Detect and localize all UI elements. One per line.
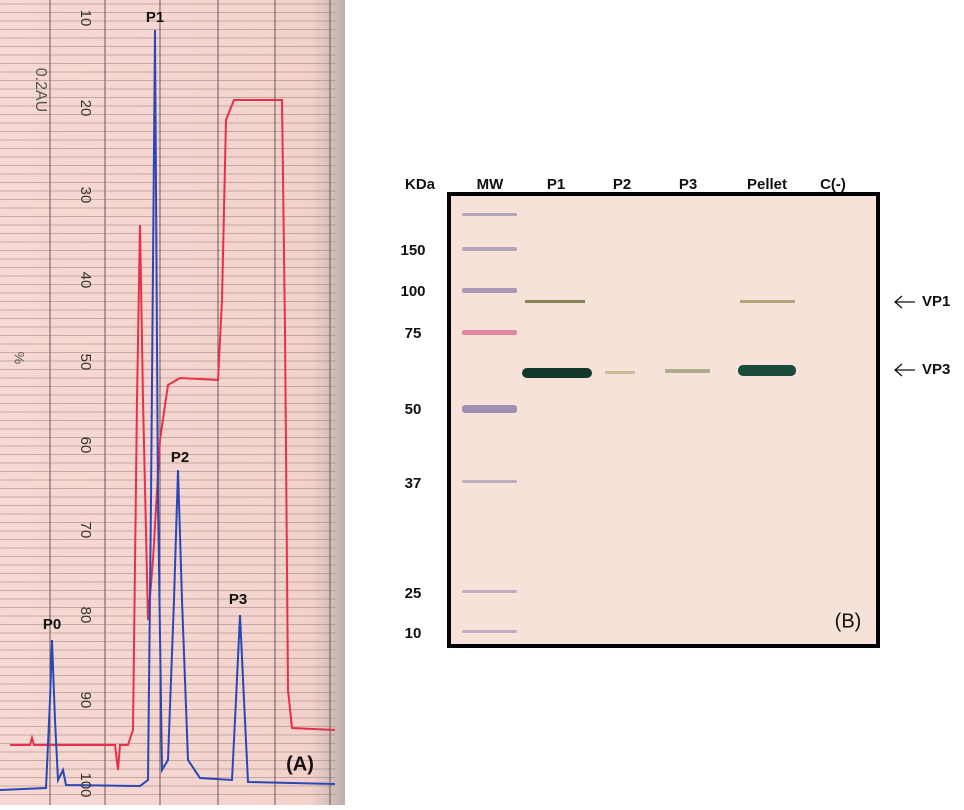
scale-label: 100 — [77, 772, 94, 797]
unit-label: % — [11, 352, 27, 364]
scale-label: 10 — [77, 10, 94, 27]
lane-label: C(-) — [820, 176, 846, 193]
scale-label: 70 — [77, 522, 94, 539]
scale-label: 20 — [77, 100, 94, 117]
peak-label: P0 — [43, 616, 61, 633]
vp1-band — [740, 300, 795, 303]
marker-label: 10 — [405, 625, 422, 642]
peak-label: P2 — [171, 449, 189, 466]
vp1-band — [525, 300, 585, 303]
lane-label: P1 — [547, 176, 565, 193]
band-label: VP3 — [922, 361, 950, 378]
scale-label: 40 — [77, 272, 94, 289]
lane-label: P2 — [613, 176, 631, 193]
band-label: VP1 — [922, 293, 950, 310]
vp3-band — [605, 371, 635, 374]
marker-label: 37 — [405, 475, 422, 492]
chromatogram-panel: 0.2AU % (A) 10 20 30 40 50 60 70 80 90 100 P0 P1 P2 P… — [0, 0, 345, 805]
vp3-band — [665, 369, 710, 373]
size-unit: KDa — [405, 176, 436, 193]
panel-label: (A) — [286, 753, 314, 775]
paper-grid — [0, 0, 335, 805]
scale-label: 30 — [77, 187, 94, 204]
marker-label: 75 — [405, 325, 422, 342]
scale-label: 90 — [77, 692, 94, 709]
vp3-band — [522, 368, 592, 378]
marker-label: 25 — [405, 585, 422, 602]
scale-label: 60 — [77, 437, 94, 454]
vp3-band — [738, 365, 796, 376]
ladder — [462, 213, 517, 633]
band-arrows — [894, 295, 915, 377]
lane-label: Pellet — [747, 176, 787, 193]
lane-label: P3 — [679, 176, 697, 193]
lane-label: MW — [477, 176, 504, 193]
scale-note: 0.2AU — [32, 68, 49, 112]
blot-membrane — [447, 192, 880, 648]
panel-label: (B) — [835, 610, 862, 632]
blue-trace — [0, 29, 336, 791]
peak-label: P3 — [229, 591, 247, 608]
marker-label: 100 — [400, 283, 425, 300]
scale-label: 50 — [77, 354, 94, 371]
marker-label: 50 — [405, 401, 422, 418]
marker-label: 150 — [400, 242, 425, 259]
scale-label: 80 — [77, 607, 94, 624]
blot-panel: KDa (B) MW P1 P2 P3 Pellet C(-) 150 100 75 50 37 25… — [400, 176, 950, 648]
peak-label: P1 — [146, 9, 164, 26]
